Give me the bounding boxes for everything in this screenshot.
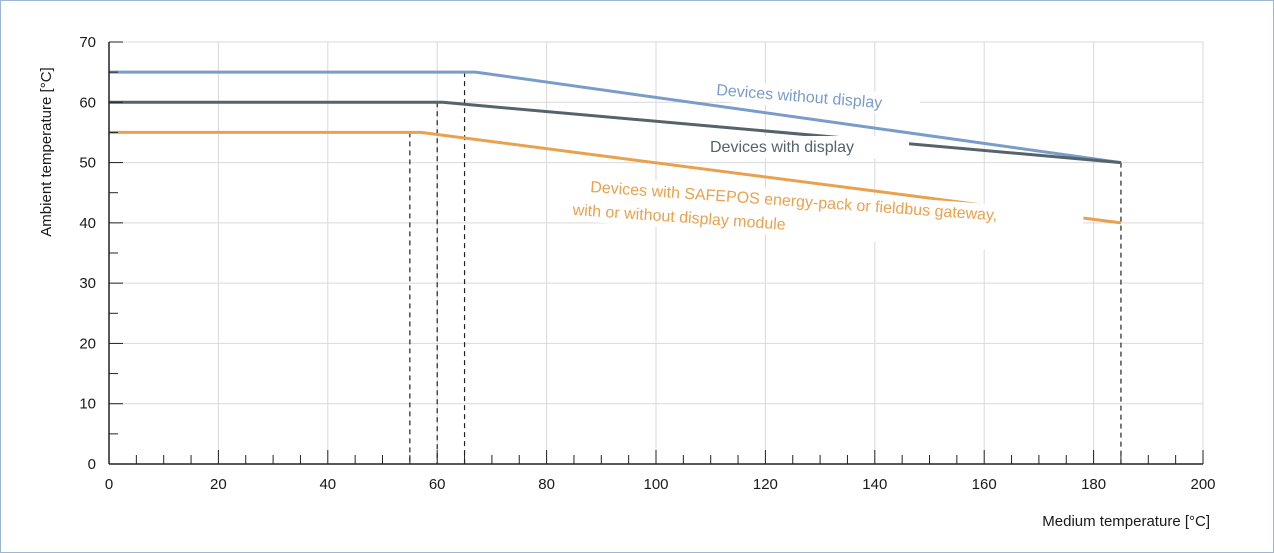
series-label-background-2 <box>704 136 909 158</box>
y-axis-title: Ambient temperature [°C] <box>38 67 55 236</box>
series-labels: Devices without display Devices with disp… <box>571 78 1084 257</box>
series-line-1 <box>109 70 1122 165</box>
x-tick-label-80: 80 <box>538 476 555 493</box>
x-tick-label-60: 60 <box>429 476 446 493</box>
series-label-group-2: Devices with display <box>704 136 909 158</box>
x-tick-label-100: 100 <box>643 476 668 493</box>
y-tick-label-10: 10 <box>79 396 96 413</box>
x-tick-label-160: 160 <box>972 476 997 493</box>
x-tick-label-20: 20 <box>210 476 227 493</box>
series-line-3 <box>109 130 1122 225</box>
x-axis-title: Medium temperature [°C] <box>1042 513 1210 530</box>
series-label-2: Devices with display <box>710 139 854 156</box>
y-tick-label-0: 0 <box>88 456 96 473</box>
x-tick-label-0: 0 <box>105 476 113 493</box>
x-tick-label-200: 200 <box>1190 476 1215 493</box>
ticks: 0 20 40 60 80 100 120 140 160 180 200 0 10 20 30 40 50 60… <box>79 34 1215 493</box>
series-label-group-1: Devices without display <box>709 78 921 117</box>
y-tick-label-70: 70 <box>79 34 96 51</box>
y-tick-label-20: 20 <box>79 335 96 352</box>
x-tick-label-180: 180 <box>1081 476 1106 493</box>
y-tick-label-50: 50 <box>79 155 96 172</box>
x-tick-label-140: 140 <box>862 476 887 493</box>
series-label-background-1 <box>709 78 921 117</box>
x-tick-label-120: 120 <box>753 476 778 493</box>
y-tick-label-60: 60 <box>79 94 96 111</box>
y-tick-label-40: 40 <box>79 215 96 232</box>
series-label-group-3: Devices with SAFEPOS energy-pack or fiel… <box>571 175 1084 257</box>
series-label-background-3 <box>581 175 1084 257</box>
y-tick-label-30: 30 <box>79 275 96 292</box>
x-tick-label-40: 40 <box>319 476 336 493</box>
